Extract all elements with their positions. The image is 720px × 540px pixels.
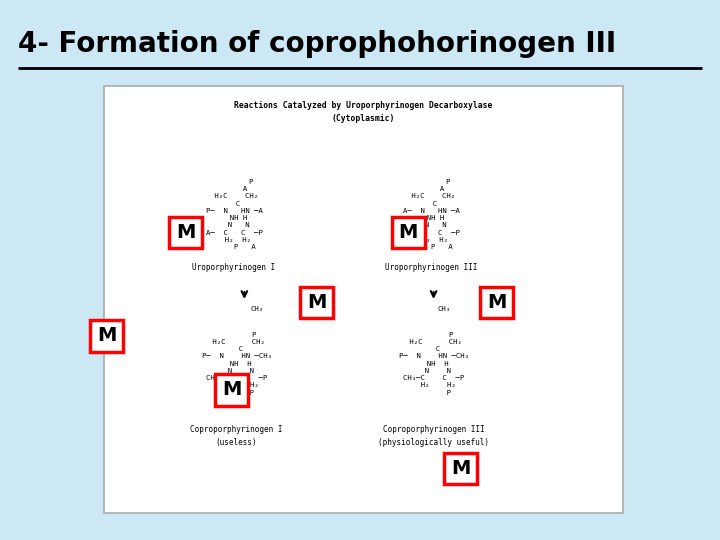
Text: M: M [451,458,470,478]
Text: M: M [399,222,418,242]
Bar [480,287,513,318]
Bar [169,217,202,248]
Text: CH₃: CH₃ [251,306,264,312]
Text: Uroporphyrinogen III: Uroporphyrinogen III [384,263,477,272]
Text: (physiologically useful): (physiologically useful) [378,438,489,447]
Text: M: M [97,326,116,346]
Text: Uroporphyrinogen I: Uroporphyrinogen I [192,263,276,272]
Text: (useless): (useless) [216,438,258,447]
Text: M: M [176,222,195,242]
Text: Reactions Catalyzed by Uroporphyrinogen Decarboxylase: Reactions Catalyzed by Uroporphyrinogen … [235,101,492,110]
Text: M: M [222,380,241,400]
Bar [392,217,425,248]
Text: 4- Formation of coprophohorinogen III: 4- Formation of coprophohorinogen III [18,30,616,58]
Text: Coproporphyrinogen I: Coproporphyrinogen I [190,426,283,434]
Bar [300,287,333,318]
Text: P
 H₂C      CH₂
  C
P─  N    HN ─CH₃
  NH  H
  N    N
CH₃─C    C  ─P
  H₂    H₂
: P H₂C CH₂ C P─ N HN ─CH₃ NH H N N CH₃─C … [202,332,271,396]
Bar [444,453,477,484]
Bar [104,86,623,513]
Text: P
 H₂C      CH₂
  C
P─  N    HN ─CH₃
  NH  H
  N    N
CH₃─C    C  ─P
  H₂    H₂
: P H₂C CH₂ C P─ N HN ─CH₃ NH H N N CH₃─C … [399,332,469,396]
Bar [90,320,123,352]
Bar [215,374,248,406]
Text: P
     A
 H₂C    CH₂
  C
A─  N   HN ─A
  NH H
  N   N
P─  C   C  ─P
  H₂  H₂
   : P A H₂C CH₂ C A─ N HN ─A NH H N N P─ C C… [402,179,459,250]
Text: Coproporphyrinogen III: Coproporphyrinogen III [383,426,485,434]
Text: M: M [307,293,326,312]
Text: P
     A
 H₂C    CH₂
  C
P─  N   HN ─A
  NH H
  N   N
A─  C   C  ─P
  H₂  H₂
   : P A H₂C CH₂ C P─ N HN ─A NH H N N A─ C C… [206,179,262,250]
Text: CH₃: CH₃ [437,306,451,312]
Text: (Cytoplasmic): (Cytoplasmic) [332,114,395,123]
Text: M: M [487,293,506,312]
